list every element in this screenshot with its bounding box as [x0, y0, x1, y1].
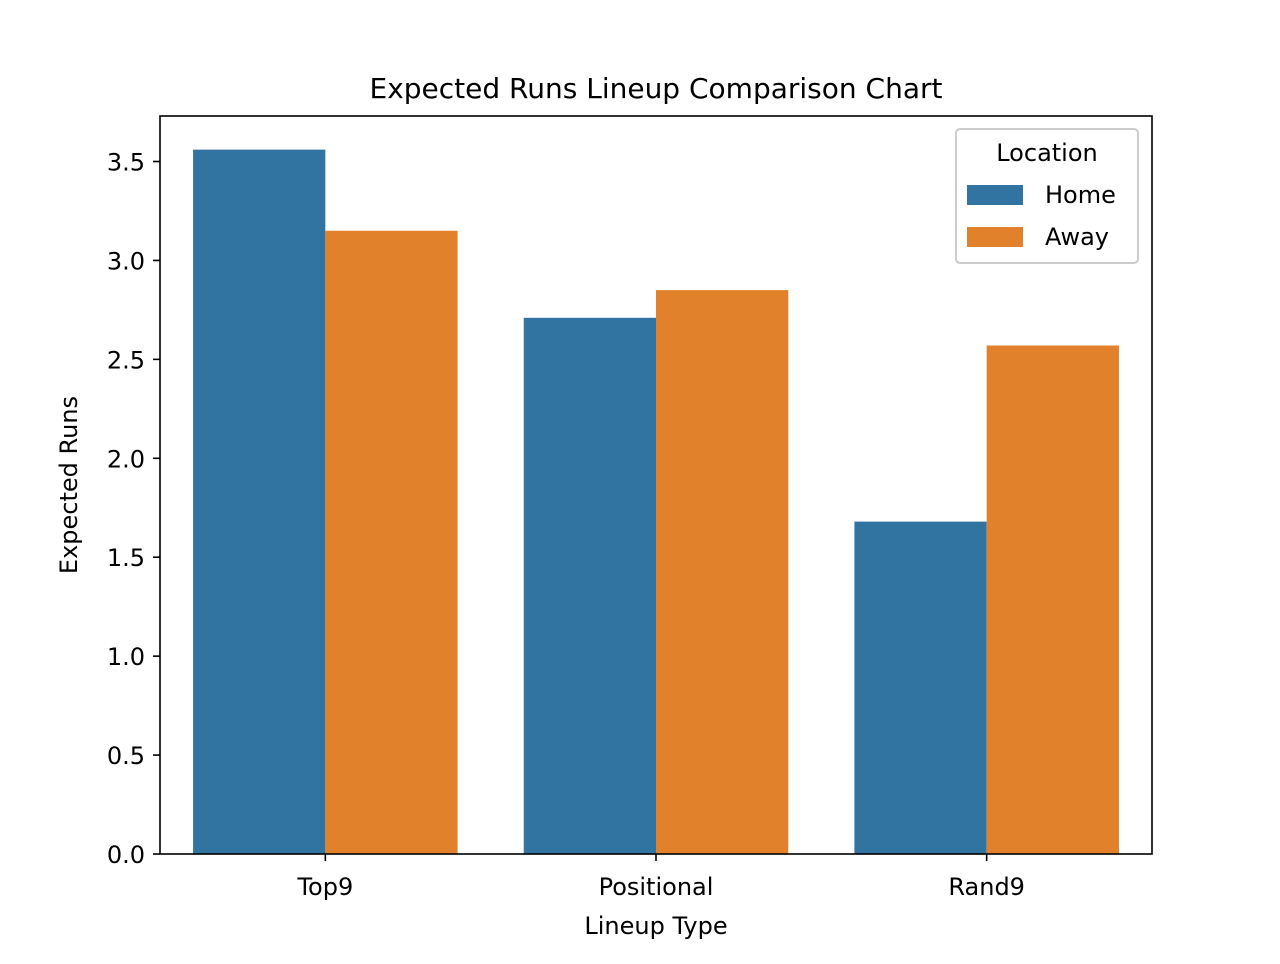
legend-swatch-home [967, 185, 1023, 205]
bars-group [193, 149, 1119, 855]
bar-positional-away [656, 290, 789, 854]
y-tick-label: 0.0 [107, 841, 145, 869]
y-tick-label: 2.0 [107, 445, 145, 473]
x-axis-label: Lineup Type [584, 912, 727, 940]
y-tick-label: 3.5 [107, 149, 145, 177]
y-tick-label: 3.0 [107, 247, 145, 275]
legend-title: Location [996, 139, 1098, 167]
y-tick-label: 0.5 [107, 742, 145, 770]
x-tick-label: Top9 [296, 873, 353, 901]
y-axis-label: Expected Runs [55, 396, 83, 574]
plot-frame [159, 115, 1153, 855]
legend-label-away: Away [1045, 223, 1109, 251]
x-axis-ticks: Top9 Positional Rand9 [296, 854, 1025, 901]
legend: Location Home Away [955, 128, 1139, 264]
bar-positional-home [523, 317, 656, 854]
bar-rand9-away [986, 345, 1119, 854]
y-tick-label: 2.5 [107, 346, 145, 374]
y-tick-label: 1.0 [107, 643, 145, 671]
bar-top9-home [193, 149, 326, 855]
y-axis-ticks: 0.0 0.5 1.0 1.5 2.0 2.5 3.0 3.5 [107, 149, 160, 869]
legend-label-home: Home [1045, 181, 1116, 209]
chart-title: Expected Runs Lineup Comparison Chart [370, 72, 943, 105]
legend-swatch-away [967, 227, 1023, 247]
bar-rand9-home [854, 521, 987, 854]
x-tick-label: Positional [599, 873, 714, 901]
x-tick-label: Rand9 [948, 873, 1025, 901]
bar-top9-away [325, 230, 458, 854]
y-tick-label: 1.5 [107, 544, 145, 572]
